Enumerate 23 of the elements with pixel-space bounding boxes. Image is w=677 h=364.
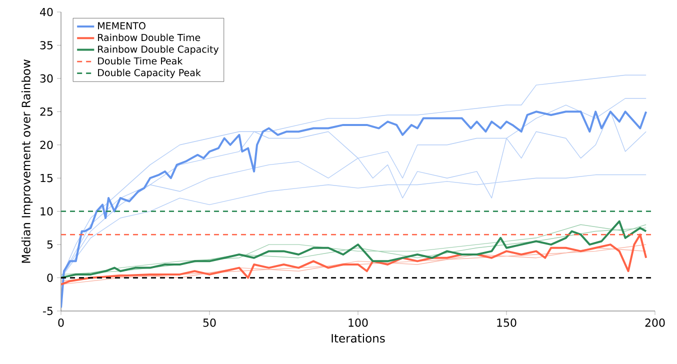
y-axis-title: Median Improvement over Rainbow bbox=[21, 60, 33, 263]
x-tick-label: 150 bbox=[497, 318, 516, 327]
x-tick-label: 100 bbox=[348, 318, 368, 327]
legend-label: Rainbow Double Time bbox=[98, 34, 200, 42]
line-series bbox=[61, 234, 648, 286]
legend-label: MEMENTO bbox=[98, 22, 146, 30]
legend-label: Double Time Peak bbox=[98, 57, 183, 65]
legend-label: Rainbow Double Capacity bbox=[98, 45, 219, 55]
x-tick-label: 50 bbox=[203, 318, 216, 327]
y-tick-label: 25 bbox=[40, 108, 53, 116]
legend-label: Double Capacity Peak bbox=[98, 68, 201, 78]
x-tick-label: 200 bbox=[645, 318, 665, 327]
y-tick-label: 20 bbox=[40, 140, 53, 150]
y-tick-label: 5 bbox=[47, 240, 53, 249]
y-tick-label: 35 bbox=[40, 41, 53, 50]
y-tick-label: -5 bbox=[43, 306, 53, 316]
y-tick-label: 40 bbox=[40, 8, 53, 16]
y-tick-label: 10 bbox=[40, 207, 53, 216]
x-tick-label: 0 bbox=[58, 318, 64, 327]
y-tick-label: 0 bbox=[47, 274, 53, 282]
y-tick-label: 15 bbox=[40, 174, 53, 182]
x-axis-title: Iterations bbox=[332, 334, 385, 343]
y-tick-label: 30 bbox=[40, 74, 53, 83]
